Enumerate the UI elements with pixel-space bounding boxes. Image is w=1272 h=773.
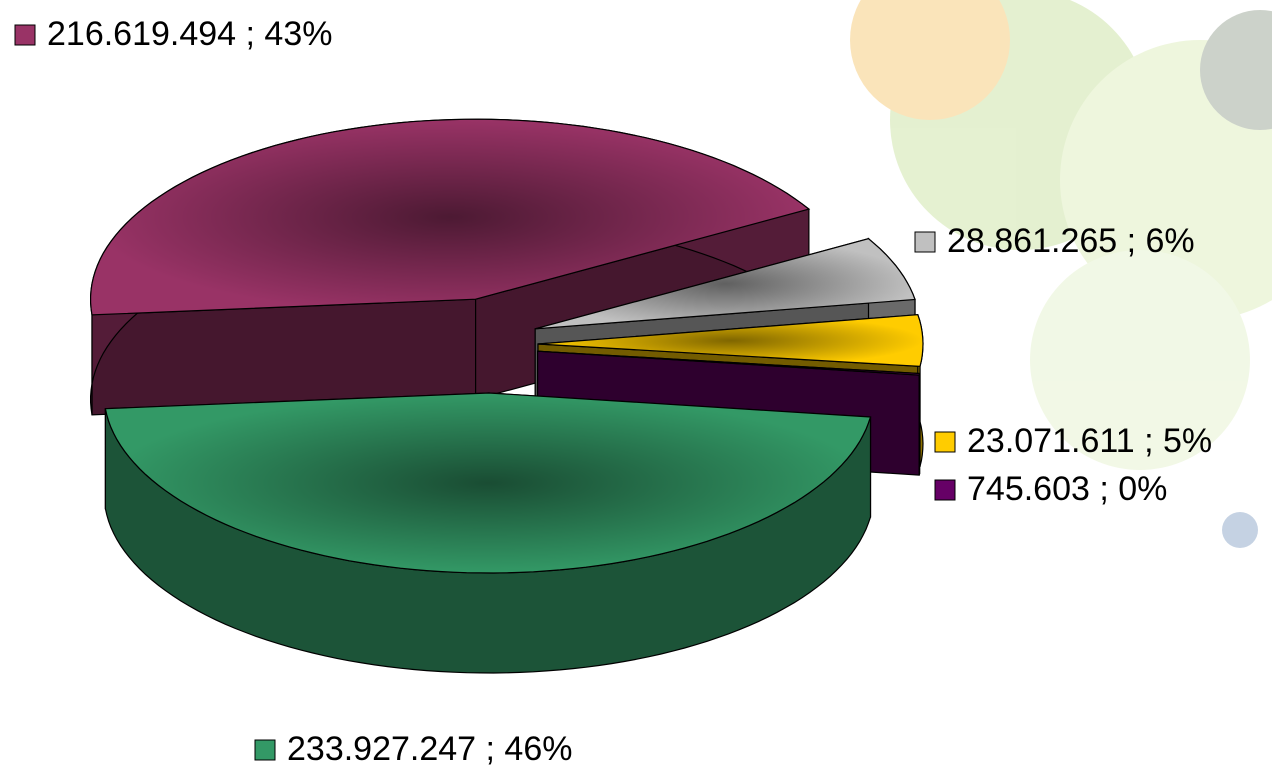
- data-label: 233.927.247 ; 46%: [287, 730, 572, 768]
- data-label: 23.071.611 ; 5%: [967, 422, 1212, 460]
- legend-swatch: [934, 431, 956, 453]
- legend-swatch: [254, 739, 276, 761]
- labels: 216.619.494 ; 43% 28.861.265 ; 6% 23.071.6…: [14, 15, 1212, 768]
- legend-swatch: [914, 231, 936, 253]
- legend-swatch: [14, 24, 36, 46]
- data-label: 28.861.265 ; 6%: [947, 222, 1195, 260]
- legend-swatch: [934, 479, 956, 501]
- background-decoration: [850, 0, 1272, 548]
- pie: [90, 118, 924, 674]
- data-label: 216.619.494 ; 43%: [47, 15, 332, 53]
- data-label: 745.603 ; 0%: [967, 470, 1167, 508]
